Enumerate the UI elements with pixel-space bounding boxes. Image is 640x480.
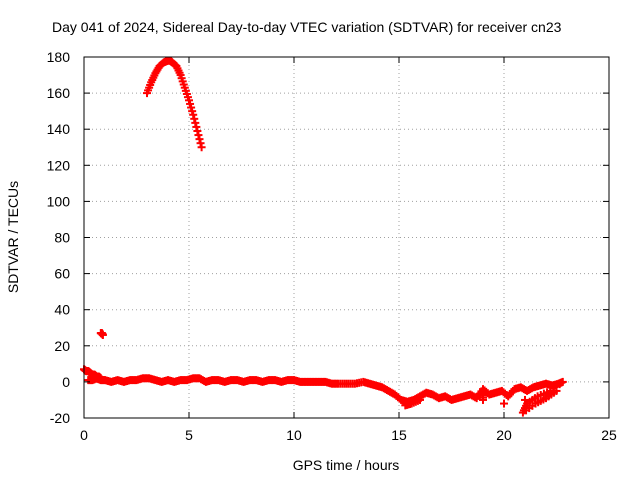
data-points xyxy=(80,56,567,417)
x-tick-label: 25 xyxy=(601,427,617,443)
y-tick-label: 60 xyxy=(54,266,70,282)
y-tick-label: 0 xyxy=(62,374,70,390)
x-tick-label: 5 xyxy=(185,427,193,443)
data-point xyxy=(191,118,200,127)
data-point xyxy=(195,135,204,144)
x-tick-label: 15 xyxy=(391,427,407,443)
plot-frame xyxy=(83,56,610,419)
data-point xyxy=(192,122,201,131)
data-point xyxy=(416,395,424,404)
data-point xyxy=(479,395,487,404)
grid-layer xyxy=(84,57,609,418)
x-tick-label: 20 xyxy=(496,427,512,443)
data-point xyxy=(98,330,107,339)
y-tick-label: 160 xyxy=(47,85,71,101)
y-tick-label: 100 xyxy=(47,193,71,209)
x-axis-label: GPS time / hours xyxy=(293,457,400,473)
data-point xyxy=(194,131,203,140)
data-point xyxy=(196,139,205,148)
y-axis-label: SDTVAR / TECUs xyxy=(5,181,21,293)
chart-title: Day 041 of 2024, Sidereal Day-to-day VTE… xyxy=(52,19,562,35)
y-tick-label: 80 xyxy=(54,230,70,246)
y-tick-label: -20 xyxy=(50,410,70,426)
x-tick-label: 10 xyxy=(286,427,302,443)
data-point xyxy=(552,386,561,395)
x-tick-label: 0 xyxy=(80,427,88,443)
data-point xyxy=(189,110,198,119)
data-point xyxy=(193,127,202,136)
y-tick-label: 20 xyxy=(54,338,70,354)
data-point xyxy=(197,143,206,152)
y-tick-label: 140 xyxy=(47,121,71,137)
axis-ticks: 0 5 10 15 20 25 -20 0 20 40 60 80 100 120 140 160 180 xyxy=(47,49,617,443)
y-tick-label: 120 xyxy=(47,157,71,173)
y-tick-label: 40 xyxy=(54,302,70,318)
data-point xyxy=(190,114,199,123)
data-point xyxy=(521,395,529,404)
y-tick-label: 180 xyxy=(47,49,71,65)
data-point xyxy=(500,399,508,408)
